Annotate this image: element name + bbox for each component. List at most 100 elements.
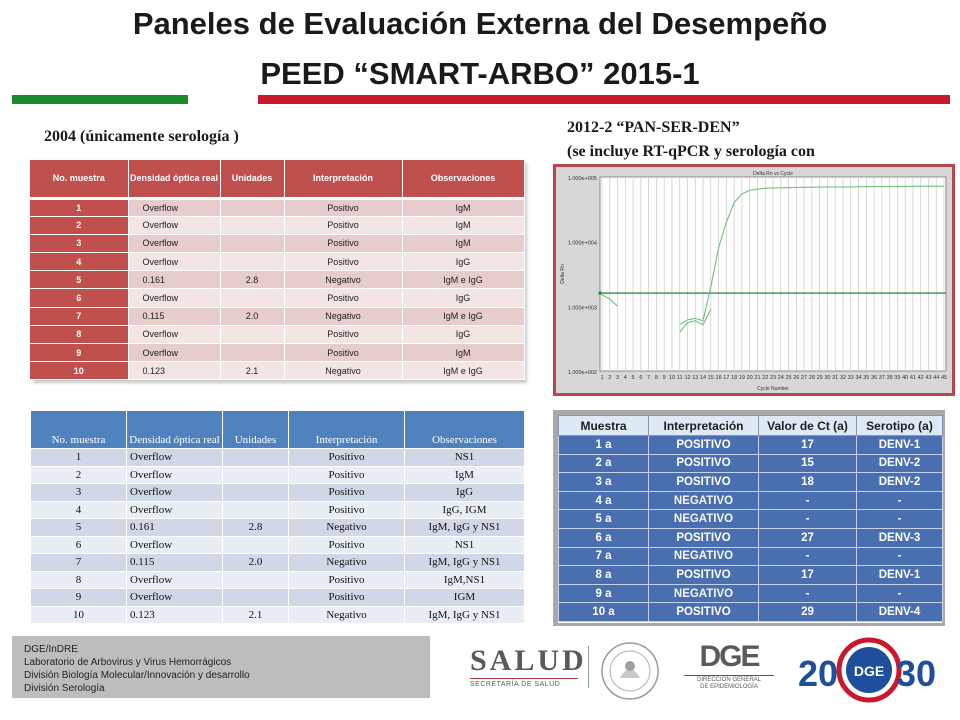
table-cell: 0.123 [128, 361, 221, 381]
table-cell: Overflow [126, 570, 223, 589]
table-cell: 7 [30, 307, 129, 326]
dge-logo: DGE DIRECCIÓN GENERAL DE EPIDEMIOLOGÍA [674, 640, 784, 700]
x-tick-label: 1 [600, 375, 603, 381]
table-cell: - [856, 546, 943, 567]
table-cell: Positivo [284, 216, 403, 235]
series-line [679, 185, 944, 326]
x-tick-label: 27 [801, 375, 807, 381]
table-cell: 3 a [558, 472, 649, 492]
table-cell: IgG, IGM [404, 500, 525, 519]
table-cell: IgM,NS1 [404, 570, 525, 589]
column-header: Unidades [220, 160, 285, 198]
table-cell: 2.1 [222, 605, 289, 624]
table-cell [220, 234, 285, 254]
table-cell: 27 [758, 527, 857, 548]
table-cell [220, 325, 285, 345]
table-cell: Positivo [284, 252, 403, 272]
table-cell: Overflow [128, 196, 221, 217]
table-cell [220, 343, 285, 363]
footer-line: División Serología [24, 683, 105, 694]
table-cell: 2.0 [220, 307, 285, 326]
series-line [601, 294, 618, 307]
x-tick-label: 2 [608, 375, 611, 381]
y-tick-label: 1.000e+004 [568, 241, 597, 247]
table-row: 2 a POSITIVO 15 DENV-2 [558, 453, 943, 474]
x-tick-label: 16 [716, 375, 722, 381]
column-header: Interpretación [288, 410, 405, 449]
table-cell [220, 288, 285, 308]
table-cell: IgG [402, 288, 525, 308]
table-cell: Positivo [288, 465, 405, 484]
x-tick-label: 13 [692, 375, 698, 381]
x-tick-label: 42 [918, 375, 924, 381]
table-cell: 5 [30, 518, 127, 537]
footer-credits: DGE/InDRE Laboratorio de Arbovirus y Vir… [12, 636, 430, 698]
table-cell: 8 a [558, 565, 649, 585]
table-row: 7 0.115 2.0 Negativo IgM e IgG [30, 307, 525, 326]
table-cell: Negativo [284, 361, 403, 381]
rtqpcr-results-table: Muestra Interpretación Valor de Ct (a) Sero… [553, 410, 945, 626]
x-tick-label: 29 [817, 375, 823, 381]
threshold-marker [598, 291, 602, 295]
table-cell: Positivo [288, 500, 405, 519]
x-tick-label: 9 [663, 375, 666, 381]
chart-title: Delta Rn vs Cycle [753, 171, 793, 177]
table-row: 2 Overflow Positivo IgM [30, 465, 525, 484]
table-cell: POSITIVO [648, 565, 759, 585]
x-tick-label: 5 [632, 375, 635, 381]
table-cell: 17 [758, 565, 857, 585]
table-cell [222, 500, 289, 519]
y-tick-label: 1.000e+003 [568, 305, 597, 311]
table-cell: 6 [30, 288, 129, 308]
table-row: 8 Overflow Positivo IgM,NS1 [30, 570, 525, 589]
table-row: 1 Overflow Positivo IgM [30, 196, 525, 217]
table-cell: IgM, IgG y NS1 [404, 518, 525, 537]
table-cell: Negativo [284, 307, 403, 326]
table-row: 5 a NEGATIVO - - [558, 509, 943, 529]
footer-line: DGE/InDRE [24, 644, 78, 655]
x-tick-label: 18 [731, 375, 737, 381]
x-axis-label: Cycle Number [757, 386, 789, 392]
table-cell: 0.115 [128, 307, 221, 326]
table-row: 4 Overflow Positivo IgG, IGM [30, 500, 525, 519]
series-line [679, 309, 712, 333]
sinave-left-digits: 20 [798, 653, 838, 694]
x-tick-label: 19 [739, 375, 745, 381]
table-row: 4 a NEGATIVO - - [558, 490, 943, 511]
table-cell: 9 [30, 588, 127, 607]
x-tick-label: 38 [887, 375, 893, 381]
table-row: 4 Overflow Positivo IgG [30, 252, 525, 272]
table-cell: 1 [30, 448, 127, 467]
table-row: 3 a POSITIVO 18 DENV-2 [558, 472, 943, 492]
section-label-2004: 2004 (únicamente serología ) [44, 128, 239, 145]
x-tick-label: 45 [941, 375, 947, 381]
table-cell: POSITIVO [648, 453, 759, 474]
x-tick-label: 20 [747, 375, 753, 381]
table-row: 2 Overflow Positivo IgM [30, 216, 525, 235]
table-cell: Positivo [288, 535, 405, 554]
table-cell: 29 [758, 602, 857, 622]
table-cell: Positivo [288, 483, 405, 502]
x-tick-label: 33 [848, 375, 854, 381]
table-row: 8 a POSITIVO 17 DENV-1 [558, 565, 943, 585]
table-cell: 10 [30, 605, 127, 624]
table-cell: - [758, 583, 857, 604]
table-cell: 3 [30, 483, 127, 502]
table-cell: 9 a [558, 583, 649, 604]
sinave-center-text: DGE [854, 663, 884, 679]
x-tick-label: 25 [785, 375, 791, 381]
table-cell [220, 216, 285, 235]
table-cell: NS1 [404, 535, 525, 554]
x-tick-label: 26 [793, 375, 799, 381]
table-cell: IgG [402, 325, 525, 345]
x-tick-label: 6 [639, 375, 642, 381]
table-cell: IGM [404, 588, 525, 607]
table-cell: DENV-3 [856, 527, 943, 548]
table-cell: 2.1 [220, 361, 285, 381]
table-cell: - [758, 546, 857, 567]
green-accent-bar [12, 95, 188, 104]
table-cell [222, 588, 289, 607]
table-cell: NEGATIVO [648, 490, 759, 511]
table-cell: 7 a [558, 546, 649, 567]
table-row: 5 0.161 2.8 Negativo IgM e IgG [30, 270, 525, 290]
